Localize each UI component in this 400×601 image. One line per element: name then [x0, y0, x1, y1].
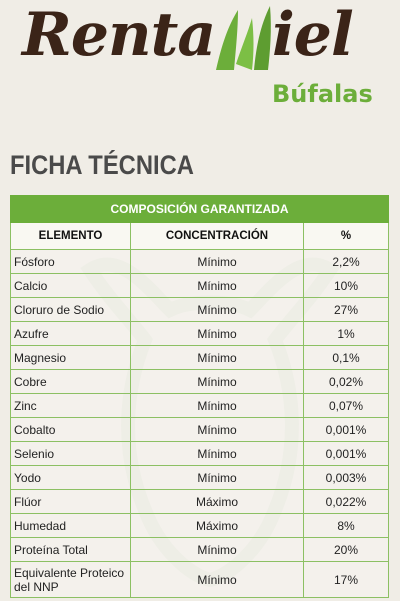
table-row: Cloruro de Sodio Mínimo 27% [10, 297, 390, 322]
table-row: Flúor Máximo 0,022% [10, 489, 390, 514]
cell-elemento: Magnesio [10, 345, 131, 370]
cell-porcentaje: 1% [302, 321, 390, 346]
table-row: Azufre Mínimo 1% [10, 321, 390, 346]
cell-concentracion: Mínimo [130, 273, 304, 298]
cell-concentracion: Mínimo [130, 465, 304, 490]
cell-concentracion: Mínimo [130, 321, 304, 346]
cell-porcentaje: 0,022% [302, 489, 390, 514]
table-row: Yodo Mínimo 0,003% [10, 465, 390, 490]
cell-concentracion: Mínimo [130, 345, 304, 370]
logo-leaf-m-icon [216, 6, 271, 70]
logo-text-renta: Renta [22, 0, 216, 70]
header-porcentaje: % [302, 222, 390, 250]
cell-elemento: Humedad [10, 513, 131, 538]
cell-porcentaje: 0,1% [302, 345, 390, 370]
table-row: Cobre Mínimo 0,02% [10, 369, 390, 394]
cell-elemento: Fósforo [10, 249, 131, 274]
cell-concentracion: Mínimo [130, 441, 304, 466]
cell-porcentaje: 17% [302, 561, 390, 598]
table-row: Selenio Mínimo 0,001% [10, 441, 390, 466]
cell-concentracion: Mínimo [130, 249, 304, 274]
cell-elemento: Cobre [10, 369, 131, 394]
cell-porcentaje: 0,001% [302, 441, 390, 466]
cell-porcentaje: 8% [302, 513, 390, 538]
cell-elemento: Flúor [10, 489, 131, 514]
logo-text-bufalas: Búfalas [272, 80, 373, 108]
brand-logo: Renta iel Búfalas [0, 0, 400, 115]
cell-elemento: Proteína Total [10, 537, 131, 562]
cell-concentracion: Máximo [130, 489, 304, 514]
header-concentracion: CONCENTRACIÓN [130, 222, 304, 250]
cell-porcentaje: 20% [302, 537, 390, 562]
cell-concentracion: Mínimo [130, 297, 304, 322]
cell-elemento: Zinc [10, 393, 131, 418]
cell-porcentaje: 2,2% [302, 249, 390, 274]
cell-elemento: Cloruro de Sodio [10, 297, 131, 322]
table-row: Humedad Máximo 8% [10, 513, 390, 538]
cell-elemento: Selenio [10, 441, 131, 466]
table-row: Cobalto Mínimo 0,001% [10, 417, 390, 442]
cell-porcentaje: 10% [302, 273, 390, 298]
cell-concentracion: Mínimo [130, 537, 304, 562]
composition-table: COMPOSICIÓN GARANTIZADA ELEMENTO CONCENT… [9, 195, 390, 598]
composition-table-container: COMPOSICIÓN GARANTIZADA ELEMENTO CONCENT… [9, 195, 390, 598]
table-row: Magnesio Mínimo 0,1% [10, 345, 390, 370]
header-elemento: ELEMENTO [10, 222, 131, 250]
table-row: Zinc Mínimo 0,07% [10, 393, 390, 418]
cell-porcentaje: 0,003% [302, 465, 390, 490]
cell-porcentaje: 0,001% [302, 417, 390, 442]
cell-elemento: Azufre [10, 321, 131, 346]
cell-elemento: Equivalente Proteico del NNP [10, 561, 131, 598]
table-row: Fósforo Mínimo 2,2% [10, 249, 390, 274]
logo-text-iel: iel [272, 0, 354, 70]
table-row: Equivalente Proteico del NNP Mínimo 17% [10, 561, 390, 598]
table-row: Calcio Mínimo 10% [10, 273, 390, 298]
cell-porcentaje: 27% [302, 297, 390, 322]
cell-porcentaje: 0,07% [302, 393, 390, 418]
page-title: FICHA TÉCNICA [10, 150, 194, 180]
cell-concentracion: Máximo [130, 513, 304, 538]
cell-elemento: Yodo [10, 465, 131, 490]
cell-elemento: Calcio [10, 273, 131, 298]
cell-porcentaje: 0,02% [302, 369, 390, 394]
cell-elemento: Cobalto [10, 417, 131, 442]
table-row: Proteína Total Mínimo 20% [10, 537, 390, 562]
cell-concentracion: Mínimo [130, 369, 304, 394]
cell-concentracion: Mínimo [130, 417, 304, 442]
table-caption: COMPOSICIÓN GARANTIZADA [9, 195, 390, 223]
cell-concentracion: Mínimo [130, 561, 304, 598]
cell-concentracion: Mínimo [130, 393, 304, 418]
